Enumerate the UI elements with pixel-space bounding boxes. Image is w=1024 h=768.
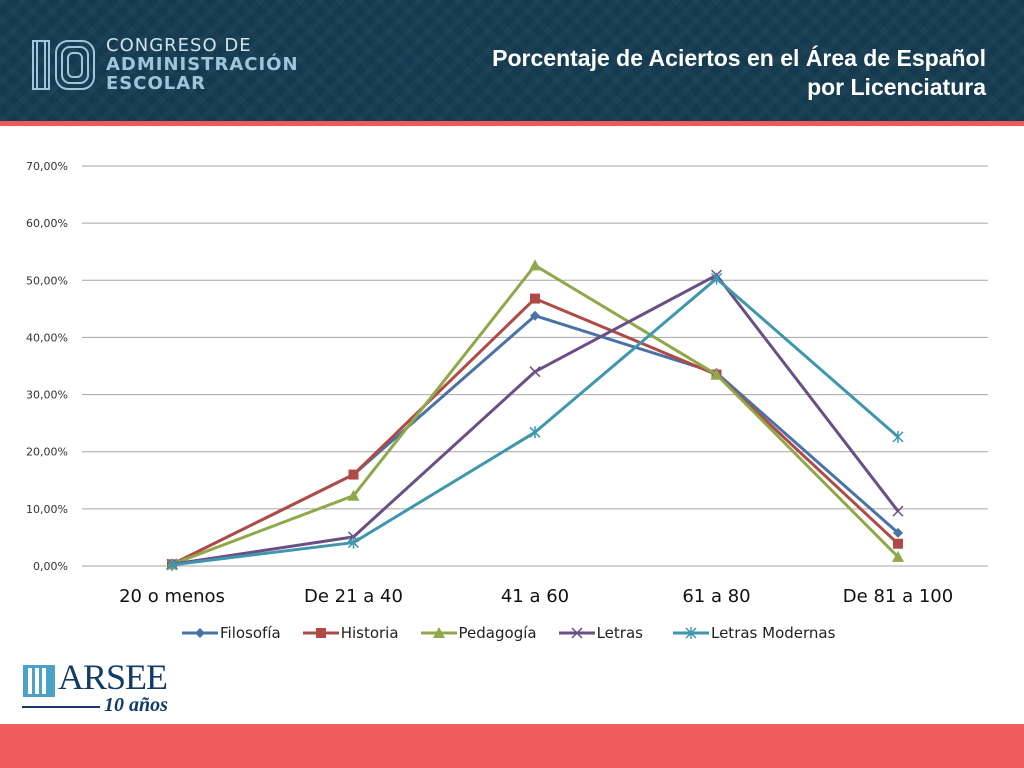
- x-tick-label: De 21 a 40: [304, 586, 403, 607]
- x-tick-label: 20 o menos: [119, 586, 225, 607]
- line-chart: 0,00% 10,00% 20,00% 30,00% 40,00% 50,00% 60,00…: [26, 160, 988, 607]
- legend-item-letras-modernas: Letras Modernas: [672, 624, 836, 642]
- x-tick-label: 41 a 60: [501, 586, 569, 607]
- data-point-letras-modernas: [710, 272, 723, 285]
- legend-label: Pedagogía: [458, 624, 537, 642]
- arsee-logo-text: ARSEE: [58, 657, 168, 697]
- y-tick-label: 20,00%: [26, 446, 68, 459]
- y-tick-label: 0,00%: [33, 560, 68, 573]
- data-point-letras-modernas: [347, 536, 360, 549]
- legend-marker: [571, 627, 583, 639]
- arsee-underline: [22, 706, 100, 708]
- legend-swatch-icon: [182, 628, 218, 638]
- y-tick-label: 60,00%: [26, 217, 68, 230]
- data-point-historia: [893, 538, 903, 549]
- data-point-filosof-a: [893, 527, 903, 538]
- data-point-historia: [530, 293, 540, 304]
- y-tick-label: 50,00%: [26, 274, 68, 287]
- legend-swatch-icon: [420, 627, 457, 638]
- slide-title-line-1: Porcentaje de Aciertos en el Área de Esp…: [492, 45, 986, 71]
- x-tick-label: De 81 a 100: [843, 586, 953, 607]
- legend-label: Letras: [596, 624, 643, 642]
- header-accent-strip: [0, 121, 1024, 126]
- y-tick-label: 40,00%: [26, 331, 68, 344]
- legend-marker: [432, 627, 445, 638]
- logo-line-3: ESCOLAR: [106, 73, 207, 94]
- logo-line-2: ADMINISTRACIÓN: [106, 54, 299, 75]
- chart-legend: Filosofía Historia Pedagogía Letras Letras M…: [182, 621, 857, 645]
- logo-line-1: CONGRESO DE: [106, 35, 252, 56]
- data-point-letras-modernas: [892, 430, 904, 443]
- slide-title: Porcentaje de Aciertos en el Área de Esp…: [386, 44, 986, 102]
- legend-item-historia: Historia: [302, 624, 399, 642]
- legend-swatch-icon: [672, 627, 709, 639]
- series-line-filosof-a: [171, 314, 899, 566]
- legend-item-pedagog-a: Pedagogía: [420, 624, 537, 642]
- series-line-pedagog-a: [171, 263, 900, 566]
- y-tick-label: 30,00%: [26, 389, 68, 402]
- y-tick-label: 70,00%: [26, 160, 68, 173]
- slide-title-line-2: por Licenciatura: [807, 74, 986, 100]
- legend-label: Historia: [340, 624, 399, 642]
- congress-10-logo-icon: [32, 40, 95, 90]
- data-point-pedagog-a: [710, 368, 723, 380]
- data-point-letras: [529, 366, 541, 378]
- data-point-letras-modernas: [529, 426, 541, 439]
- data-point-pedagog-a: [347, 489, 360, 501]
- arsee-logo: ARSEE 10 años: [22, 657, 182, 722]
- legend-marker: [315, 628, 326, 638]
- footer-bar: [0, 724, 1024, 768]
- legend-label: Filosofía: [220, 624, 281, 642]
- legend-marker: [685, 627, 697, 639]
- congress-logo-text: CONGRESO DE ADMINISTRACIÓN ESCOLAR: [106, 36, 299, 93]
- legend-label: Letras Modernas: [710, 624, 836, 642]
- x-tick-label: 61 a 80: [682, 586, 750, 607]
- data-point-pedagog-a: [529, 259, 541, 271]
- data-point-letras: [892, 505, 904, 517]
- data-point-filosof-a: [530, 310, 540, 321]
- legend-swatch-icon: [302, 628, 339, 638]
- data-point-letras-modernas: [166, 558, 178, 571]
- data-point-historia: [348, 469, 359, 480]
- y-tick-label: 10,00%: [26, 503, 68, 516]
- legend-swatch-icon: [558, 627, 595, 639]
- data-point-pedagog-a: [892, 550, 904, 562]
- legend-marker: [195, 628, 205, 638]
- arsee-pillar-icon: [23, 665, 55, 697]
- header-banner: CONGRESO DE ADMINISTRACIÓN ESCOLAR Porce…: [0, 0, 1024, 121]
- legend-item-filosof-a: Filosofía: [182, 624, 281, 642]
- legend-item-letras: Letras: [558, 624, 643, 642]
- arsee-logo-subtitle: 10 años: [104, 694, 168, 716]
